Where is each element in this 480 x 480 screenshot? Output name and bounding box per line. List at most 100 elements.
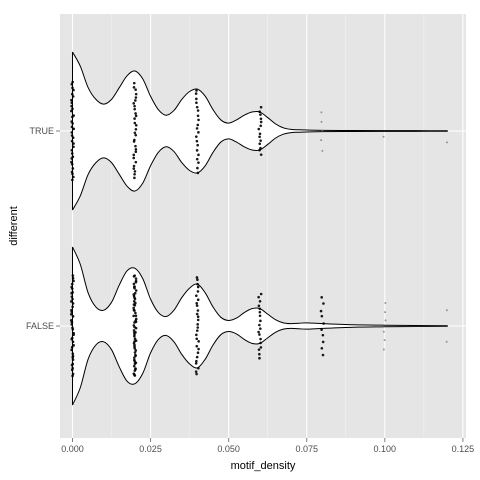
data-point <box>71 86 74 90</box>
data-point <box>133 297 137 301</box>
data-point <box>133 356 136 359</box>
data-point <box>71 340 75 344</box>
data-point <box>71 302 75 305</box>
data-point <box>195 355 199 359</box>
data-point <box>259 341 262 345</box>
data-point <box>257 348 261 351</box>
data-point <box>259 153 263 156</box>
data-point <box>134 96 138 99</box>
data-point <box>133 334 136 338</box>
data-point <box>196 326 200 329</box>
data-point <box>133 104 136 108</box>
data-point <box>195 359 198 363</box>
data-point <box>132 364 136 368</box>
x-tick-label: 0.100 <box>374 444 397 454</box>
data-point <box>133 362 137 366</box>
data-point <box>132 275 136 278</box>
data-point <box>133 303 137 307</box>
data-point <box>71 372 75 376</box>
data-point <box>70 92 74 96</box>
data-point <box>445 141 448 144</box>
data-point <box>70 295 74 298</box>
data-point <box>195 97 198 101</box>
data-point <box>195 294 198 297</box>
data-point <box>258 352 261 356</box>
data-point <box>132 306 135 310</box>
data-point <box>445 309 448 312</box>
data-point <box>257 330 260 334</box>
data-point <box>133 176 136 180</box>
data-point <box>70 348 73 352</box>
x-tick-label: 0.125 <box>452 444 475 454</box>
data-point <box>72 145 75 149</box>
data-point <box>132 102 136 105</box>
data-point <box>71 136 75 140</box>
data-point <box>258 314 262 318</box>
data-point <box>196 318 200 322</box>
data-point <box>71 115 74 119</box>
data-point <box>134 88 137 91</box>
data-point <box>134 123 138 127</box>
data-point <box>259 120 263 124</box>
data-point <box>70 320 74 324</box>
data-point <box>195 105 199 109</box>
data-point <box>258 323 261 327</box>
data-point <box>194 92 198 95</box>
data-point <box>319 309 323 313</box>
data-point <box>71 178 74 182</box>
data-point <box>70 125 74 129</box>
data-point <box>70 148 74 152</box>
data-point <box>133 170 137 173</box>
data-point <box>257 295 260 299</box>
data-point <box>71 122 74 125</box>
data-point <box>72 279 75 283</box>
data-point <box>320 328 323 331</box>
data-point <box>71 352 75 355</box>
data-point <box>197 161 200 164</box>
data-point <box>195 101 198 104</box>
x-tick-label: 0.000 <box>61 444 84 454</box>
data-point <box>194 135 198 138</box>
data-point <box>320 139 323 142</box>
point-layer <box>69 80 448 378</box>
data-point <box>134 148 138 151</box>
data-point <box>133 309 136 312</box>
data-point <box>69 312 73 316</box>
data-point <box>321 129 324 132</box>
axis-layer: 0.000 0.025 0.050 0.075 0.100 0.125 TRUE FALSE <box>26 126 474 454</box>
data-point <box>70 282 74 286</box>
data-point <box>132 329 136 332</box>
data-point <box>321 353 325 357</box>
data-point <box>195 139 199 143</box>
data-point <box>72 333 75 337</box>
data-point <box>382 348 385 351</box>
data-point <box>321 340 325 344</box>
data-point <box>196 285 200 289</box>
data-point <box>134 99 137 102</box>
data-point <box>70 170 74 174</box>
data-point <box>196 351 200 354</box>
x-axis-title: motif_density <box>231 460 296 472</box>
data-point <box>69 300 73 303</box>
data-point <box>197 347 200 351</box>
data-point <box>72 127 76 131</box>
data-point <box>70 345 74 349</box>
data-point <box>71 358 75 362</box>
data-point <box>71 327 75 331</box>
data-point <box>70 291 73 295</box>
data-point <box>70 157 74 160</box>
data-point <box>134 112 137 115</box>
data-point <box>259 105 263 109</box>
data-point <box>133 347 137 350</box>
data-point <box>70 104 73 108</box>
data-point <box>134 144 137 148</box>
data-point <box>70 109 73 113</box>
data-point <box>258 356 261 360</box>
data-point <box>197 340 200 343</box>
data-point <box>259 327 262 330</box>
data-point <box>195 89 198 92</box>
data-point <box>384 311 387 314</box>
data-point <box>132 86 136 89</box>
data-point <box>195 372 198 376</box>
